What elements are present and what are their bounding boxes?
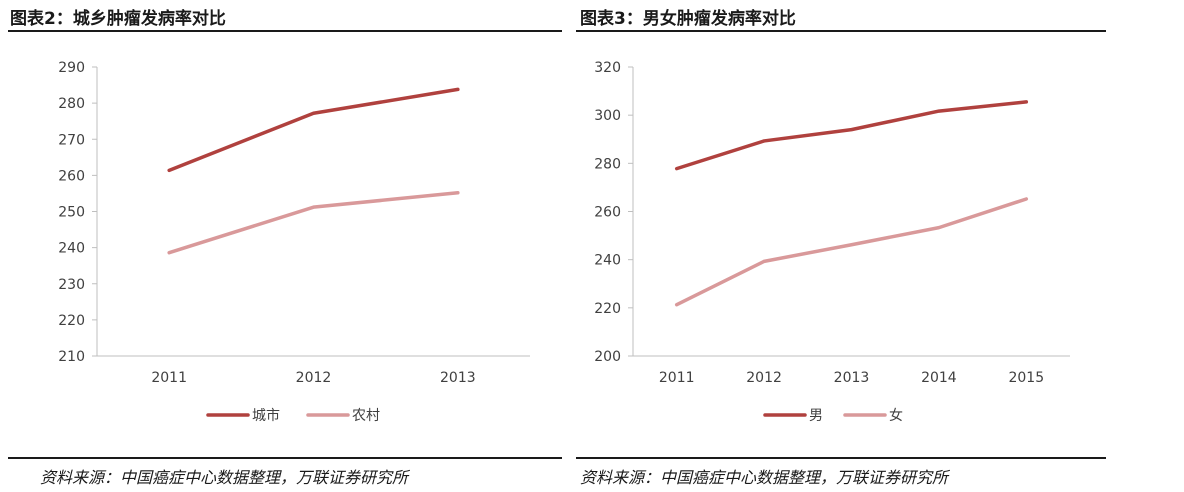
y-tick-label: 250 xyxy=(58,205,85,221)
y-tick-label: 220 xyxy=(58,313,85,329)
y-tick-label: 260 xyxy=(594,205,621,221)
series-line-0 xyxy=(674,100,1029,171)
y-tick-label: 220 xyxy=(594,301,621,317)
title-rule xyxy=(576,30,1106,32)
series-line-1 xyxy=(167,190,460,255)
legend-label: 城市 xyxy=(252,407,280,424)
series-line-0 xyxy=(167,87,460,173)
y-tick-label: 260 xyxy=(58,168,85,184)
figure-title: 图表2：城乡肿瘤发病率对比 xyxy=(10,9,226,29)
y-tick-label: 200 xyxy=(594,349,621,365)
legend-label: 男 xyxy=(809,408,823,424)
y-tick-label: 290 xyxy=(58,60,85,76)
y-tick-label: 240 xyxy=(58,241,85,257)
series-line-1 xyxy=(674,197,1029,307)
title-rule xyxy=(8,30,562,32)
y-tick-label: 270 xyxy=(58,132,85,148)
y-tick-label: 320 xyxy=(594,60,621,76)
x-tick-label: 2012 xyxy=(746,370,782,386)
figure-panel-right: 图表3：男女肿瘤发病率对比 200 220 240 260 280 300 320 2011 2… xyxy=(572,0,1184,492)
source-rule xyxy=(576,457,1106,459)
x-tick-label: 2011 xyxy=(659,370,695,386)
y-tick-label: 210 xyxy=(58,349,85,365)
y-tick-label: 240 xyxy=(594,253,621,269)
legend-label: 女 xyxy=(889,407,903,424)
x-tick-label: 2012 xyxy=(296,370,332,386)
line-chart-urban-rural: 210 220 230 240 250 260 270 280 290 2011 2012 2013 城… xyxy=(58,60,530,424)
figure-panel-left: 图表2：城乡肿瘤发病率对比 210 220 230 240 250 260 270 280 29… xyxy=(0,0,572,492)
source-rule xyxy=(8,457,562,459)
x-tick-label: 2013 xyxy=(834,370,870,386)
x-tick-label: 2015 xyxy=(1008,370,1044,386)
y-tick-label: 280 xyxy=(594,156,621,172)
y-tick-label: 280 xyxy=(58,96,85,112)
x-tick-label: 2014 xyxy=(921,370,957,386)
y-tick-label: 230 xyxy=(58,277,85,293)
y-tick-label: 300 xyxy=(594,108,621,124)
x-tick-label: 2013 xyxy=(440,370,476,386)
legend-label: 农村 xyxy=(352,408,380,424)
figure-title: 图表3：男女肿瘤发病率对比 xyxy=(580,9,796,29)
x-tick-label: 2011 xyxy=(151,370,187,386)
source-note: 资料来源：中国癌症中心数据整理，万联证券研究所 xyxy=(40,468,409,487)
line-chart-male-female: 200 220 240 260 280 300 320 2011 2012 2013 2014 201… xyxy=(594,60,1070,424)
source-note: 资料来源：中国癌症中心数据整理，万联证券研究所 xyxy=(580,468,949,487)
